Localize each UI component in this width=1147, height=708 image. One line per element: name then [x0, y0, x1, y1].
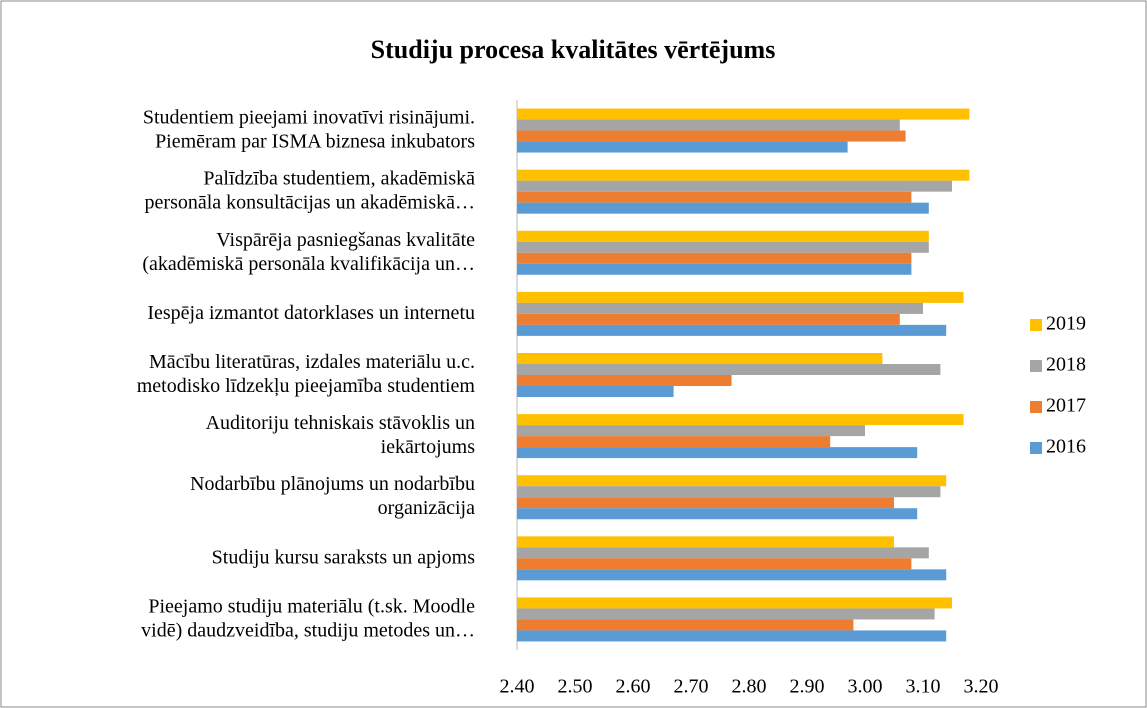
- category-line: organizācija: [378, 497, 475, 519]
- bar: [517, 436, 831, 448]
- category-line: Pieejamo studiju materiālu (t.sk. Moodle: [148, 595, 475, 617]
- category-label: Palīdzība studentiem, akadēmiskā personāl…: [145, 167, 476, 213]
- bar: [517, 547, 929, 559]
- category-line: Mācību literatūras, izdales materiālu u.…: [149, 351, 475, 373]
- bar: [517, 608, 935, 620]
- bar: [517, 386, 674, 397]
- bar: [517, 130, 906, 142]
- category-line: Piemēram par ISMA biznesa inkubators: [155, 130, 475, 152]
- bar: [517, 425, 865, 437]
- bar: [517, 414, 964, 426]
- bar: [517, 169, 970, 181]
- bar: [517, 536, 894, 548]
- bar: [517, 252, 912, 264]
- category-line: Iespēja izmantot datorklases un internet…: [147, 301, 475, 323]
- category-line: metodisko līdzekļu pieejamība studentiem: [137, 375, 476, 397]
- category-label: Nodarbību plānojums un nodarbību organizā…: [190, 473, 475, 519]
- bar: [517, 569, 947, 581]
- bar: [517, 375, 732, 386]
- bar: [517, 202, 929, 214]
- bar: [517, 291, 964, 303]
- category-line: vidē) daudzveidība, studiju metodes un…: [141, 619, 475, 641]
- category-label: Studentiem pieejami inovatīvi risinājumi…: [143, 106, 475, 152]
- bar: [517, 630, 947, 642]
- bar: [517, 497, 894, 509]
- category-label: Vispārēja pasniegšanas kvalitāte (akadēmi…: [142, 228, 475, 274]
- legend-swatch: [1030, 442, 1042, 454]
- chart-title: Studiju procesa kvalitātes vērtējums: [371, 35, 776, 64]
- bar: [517, 108, 970, 120]
- legend-label: 2019: [1046, 313, 1086, 335]
- category-line: Auditoriju tehniskais stāvoklis un: [206, 412, 475, 434]
- category-line: (akadēmiskā personāla kvalifikācija un…: [142, 252, 475, 274]
- bar: [517, 302, 923, 314]
- category-line: Studentiem pieejami inovatīvi risinājumi…: [143, 106, 475, 128]
- category-line: Studiju kursu saraksts un apjoms: [212, 546, 476, 568]
- bar: [517, 141, 848, 153]
- x-tick-label: 2.50: [558, 676, 593, 698]
- x-tick-label: 3.10: [906, 676, 941, 698]
- legend-swatch: [1030, 319, 1042, 331]
- bar: [517, 558, 912, 570]
- bar: [517, 241, 929, 253]
- bar: [517, 324, 947, 336]
- category-label: Studiju kursu saraksts un apjoms: [212, 546, 476, 568]
- legend-label: 2017: [1046, 395, 1086, 417]
- category-line: Vispārēja pasniegšanas kvalitāte: [216, 228, 475, 250]
- bar: [517, 180, 952, 192]
- bar: [517, 230, 929, 242]
- category-line: Nodarbību plānojums un nodarbību: [190, 473, 475, 495]
- x-tick-label: 2.90: [790, 676, 825, 698]
- bar: [517, 364, 941, 375]
- bar: [517, 508, 918, 520]
- x-tick-label: 2.40: [500, 676, 535, 698]
- x-tick-label: 3.00: [848, 676, 883, 698]
- x-tick-label: 2.60: [616, 676, 651, 698]
- category-label: Iespēja izmantot datorklases un internet…: [147, 301, 475, 323]
- category-label: Pieejamo studiju materiālu (t.sk. Moodle…: [141, 595, 475, 641]
- legend-label: 2016: [1046, 436, 1086, 458]
- bar: [517, 597, 952, 609]
- category-line: personāla konsultācijas un akadēmiskā…: [145, 191, 475, 213]
- category-line: iekārtojums: [381, 436, 476, 458]
- category-label: Auditoriju tehniskais stāvoklis un iekārt…: [206, 412, 476, 458]
- bar: [517, 353, 883, 364]
- bar: [517, 475, 947, 487]
- x-tick-label: 3.20: [964, 676, 999, 698]
- bar: [517, 191, 912, 203]
- legend-swatch: [1030, 360, 1042, 372]
- legend-swatch: [1030, 401, 1042, 413]
- category-line: Palīdzība studentiem, akadēmiskā: [203, 167, 475, 189]
- bar: [517, 119, 900, 131]
- bar: [517, 263, 912, 275]
- bar: [517, 313, 900, 325]
- bar: [517, 447, 918, 459]
- bar: [517, 486, 941, 498]
- category-label: Mācību literatūras, izdales materiālu u.…: [137, 351, 476, 397]
- bar: [517, 619, 854, 631]
- x-tick-label: 2.80: [732, 676, 767, 698]
- x-tick-label: 2.70: [674, 676, 709, 698]
- legend-label: 2018: [1046, 354, 1086, 376]
